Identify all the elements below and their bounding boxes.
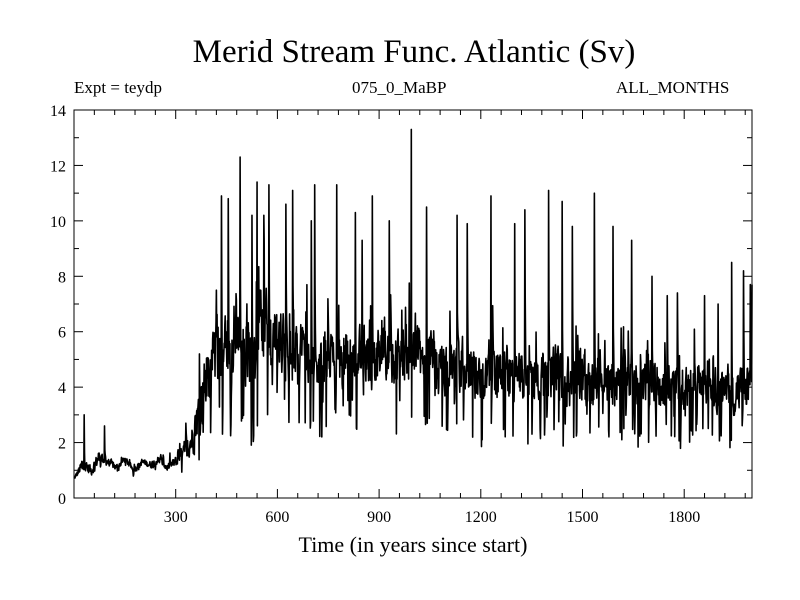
x-tick-label: 300 xyxy=(164,509,188,526)
x-tick-label: 1500 xyxy=(567,509,599,526)
series-line xyxy=(73,128,753,479)
x-tick-label: 1800 xyxy=(668,509,700,526)
y-tick-label: 10 xyxy=(50,214,66,231)
months-label: ALL_MONTHS xyxy=(616,78,730,97)
x-tick-label: 600 xyxy=(265,509,289,526)
chart-title: Merid Stream Func. Atlantic (Sv) xyxy=(192,34,636,70)
experiment-label: Expt = teydp xyxy=(74,78,162,97)
period-label: 075_0_MaBP xyxy=(352,78,447,97)
y-tick-label: 14 xyxy=(50,103,66,120)
y-tick-label: 12 xyxy=(50,158,66,175)
x-tick-label: 900 xyxy=(367,509,391,526)
plot-area: 0 2 4 6 8 10 12 14 300 600 900 1200 1500 1800 xyxy=(50,103,753,526)
plot-frame xyxy=(73,109,753,499)
y-tick-label: 6 xyxy=(58,325,66,342)
y-tick-label: 8 xyxy=(58,269,66,286)
y-tick-label: 4 xyxy=(58,380,66,397)
x-axis-label: Time (in years since start) xyxy=(299,532,528,557)
x-tick-label: 1200 xyxy=(465,509,497,526)
y-tick-label: 2 xyxy=(58,436,66,453)
y-tick-label: 0 xyxy=(58,491,66,508)
